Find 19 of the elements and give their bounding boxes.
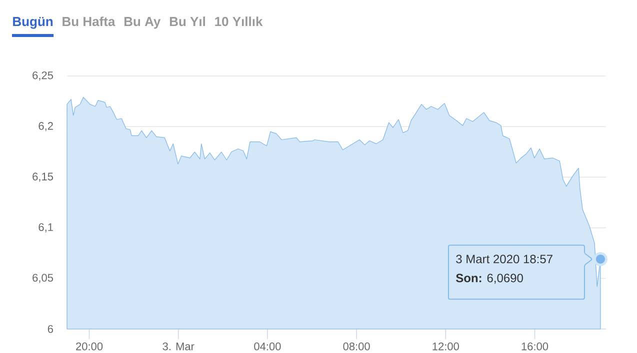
y-tick-label: 6,1 <box>38 223 53 232</box>
text: Bugün <box>13 16 53 29</box>
text: Bu Ay <box>124 17 161 29</box>
x-tick-label: 20:00 <box>76 342 103 350</box>
text: Bu Hafta <box>62 16 116 26</box>
y-tick-label: 6,05 <box>32 274 54 283</box>
text: 10 Yıllık <box>215 16 263 26</box>
y-tick-label: 6,25 <box>32 71 54 81</box>
x-tick-label: 12:00 <box>432 342 459 350</box>
x-tick-label: 3. Mar <box>162 342 194 350</box>
y-tick-label: 6 <box>48 325 53 333</box>
x-tick-label: 04:00 <box>254 342 281 350</box>
y-tick-label: 6,15 <box>32 172 54 182</box>
annotation: 3 Mart 2020 18:57 <box>456 254 552 264</box>
annotation: Son: 6,0690 <box>456 274 523 284</box>
x-tick-label: 16:00 <box>522 342 548 350</box>
y-tick-label: 6,2 <box>38 122 53 132</box>
text: Bu Yıl <box>170 16 205 26</box>
x-tick-label: 08:00 <box>343 342 370 350</box>
